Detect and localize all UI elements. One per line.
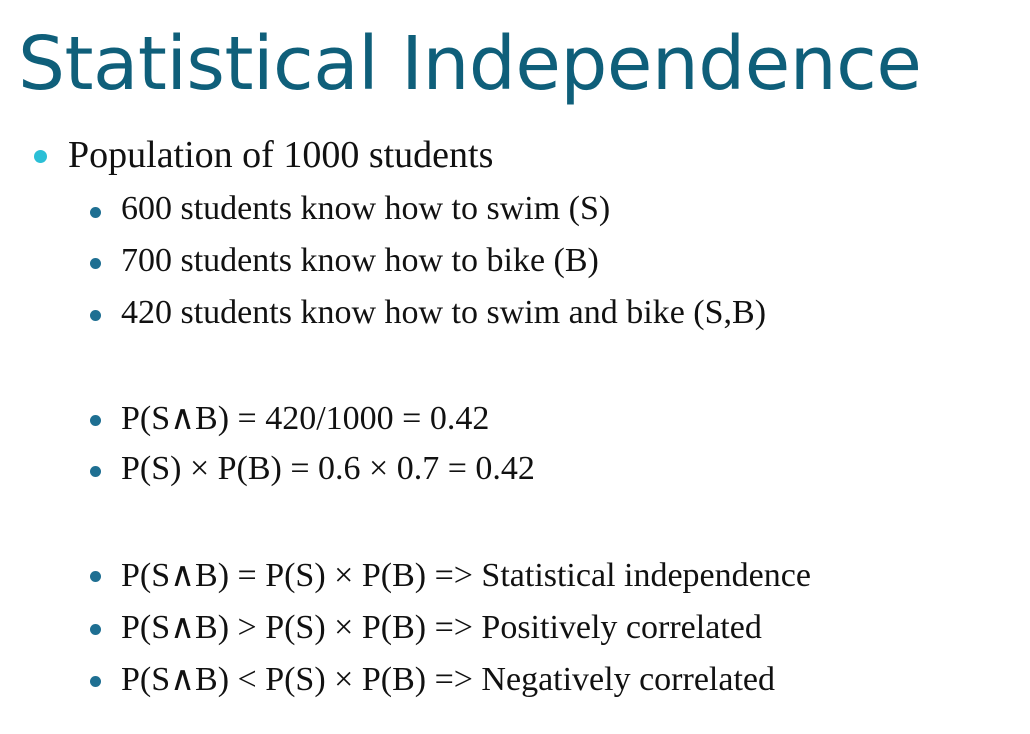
- bullet-p-joint: P(S∧B) = 420/1000 = 0.42: [121, 400, 490, 437]
- bullet-dot-icon: [90, 207, 101, 218]
- bullet-dot-icon: [90, 624, 101, 635]
- bullet-rule-independence: P(S∧B) = P(S) × P(B) => Statistical inde…: [121, 557, 811, 594]
- bullet-dot-icon: [90, 466, 101, 477]
- bullet-dot-icon: [90, 415, 101, 426]
- bullet-both: 420 students know how to swim and bike (…: [121, 294, 767, 331]
- bullet-dot-icon: [90, 310, 101, 321]
- slide-title: Statistical Independence: [18, 21, 922, 107]
- bullet-bike: 700 students know how to bike (B): [121, 242, 599, 279]
- bullet-rule-negative: P(S∧B) < P(S) × P(B) => Negatively corre…: [121, 661, 775, 698]
- bullet-p-product: P(S) × P(B) = 0.6 × 0.7 = 0.42: [121, 450, 535, 487]
- bullet-population: Population of 1000 students: [68, 134, 494, 176]
- bullet-dot-icon: [90, 676, 101, 687]
- bullet-swim: 600 students know how to swim (S): [121, 190, 611, 227]
- bullet-dot-icon: [90, 571, 101, 582]
- bullet-rule-positive: P(S∧B) > P(S) × P(B) => Positively corre…: [121, 609, 762, 646]
- bullet-dot-icon: [90, 258, 101, 269]
- bullet-dot-icon: [34, 150, 47, 163]
